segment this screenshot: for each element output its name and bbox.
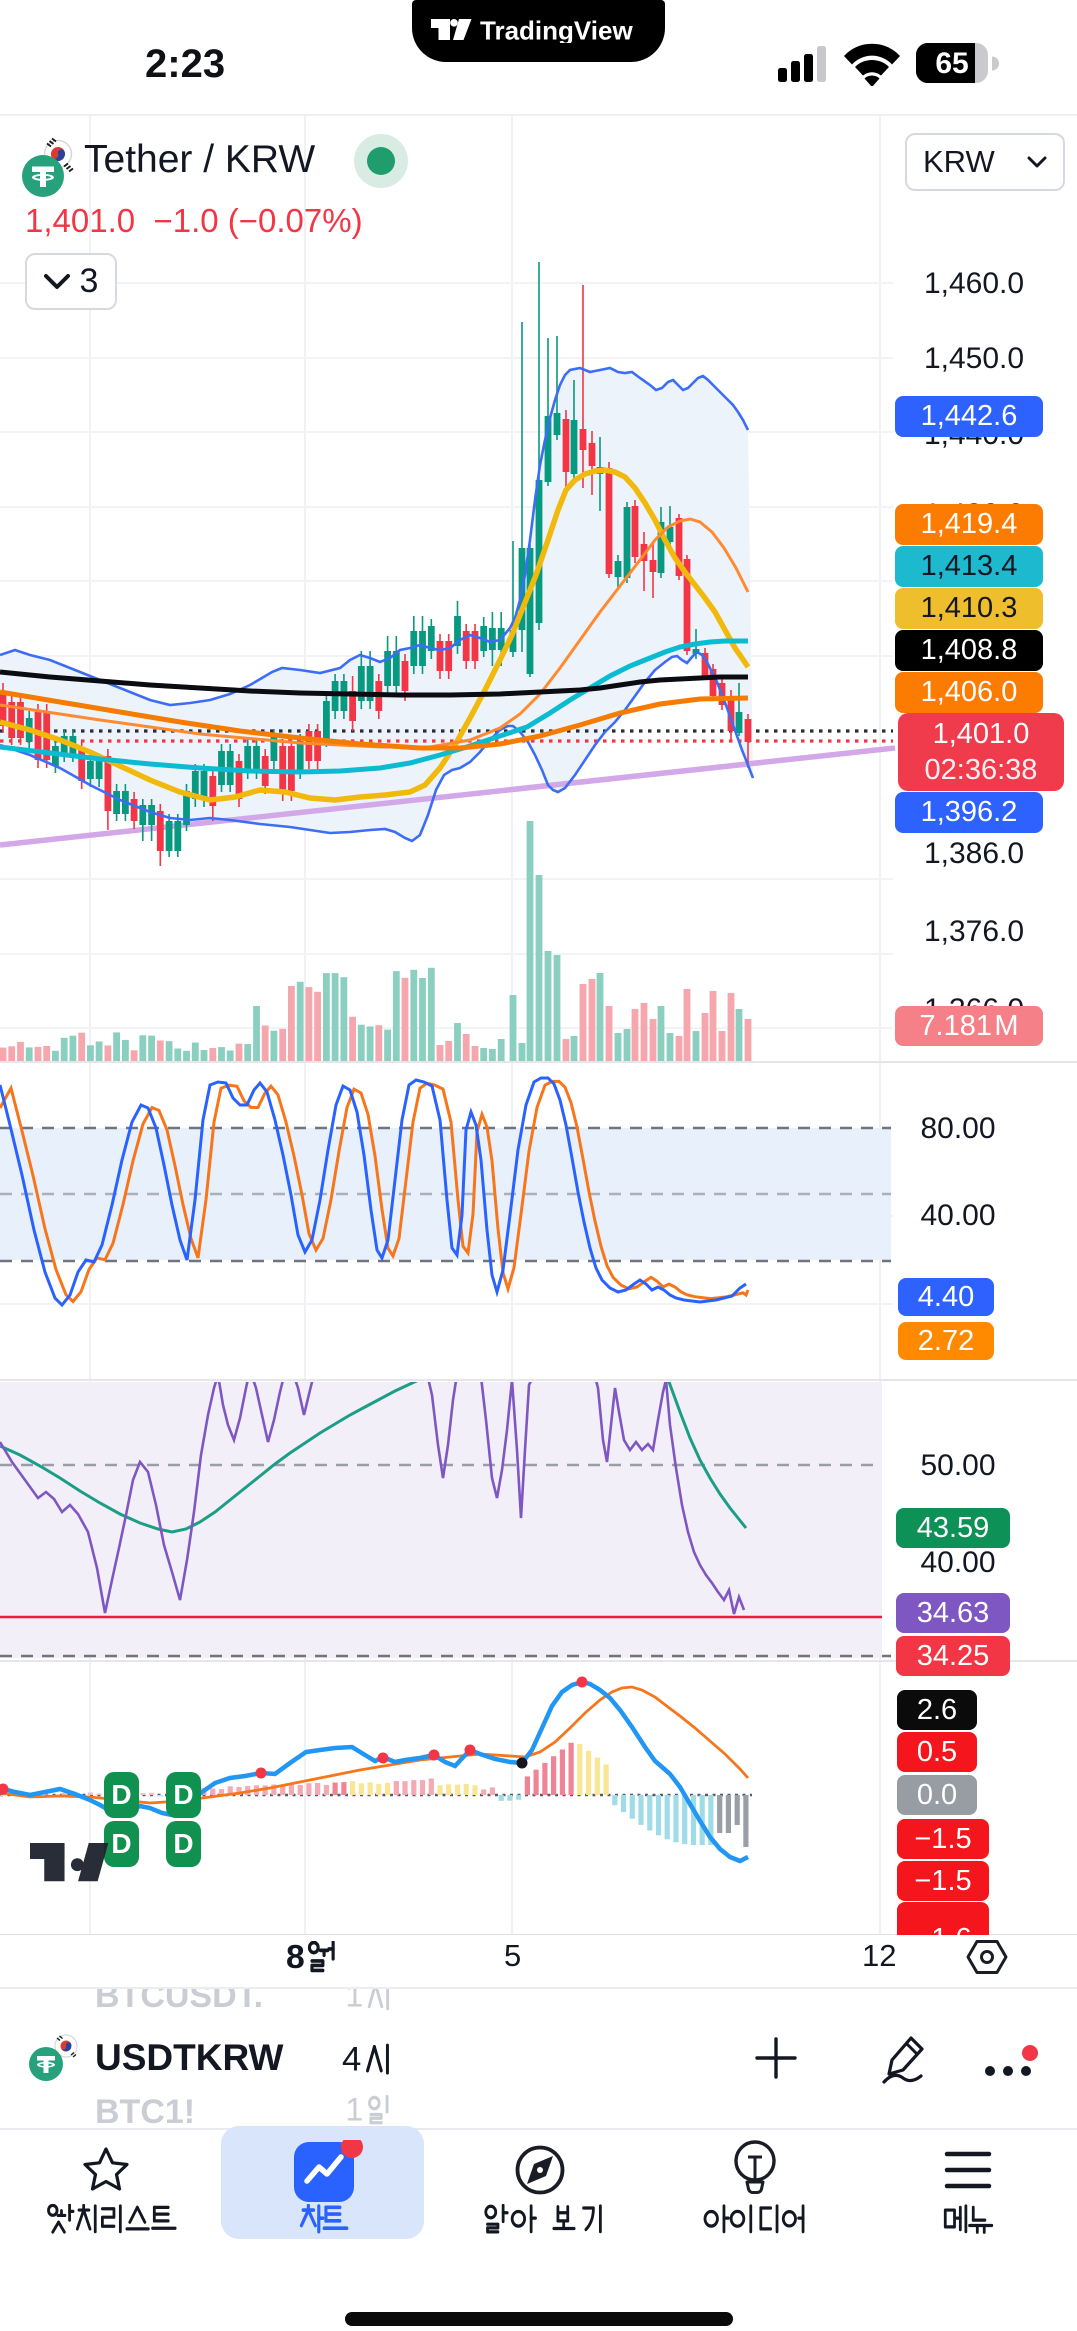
svg-text:65: 65 [935, 47, 968, 80]
svg-text:1: 1 [345, 1987, 363, 2014]
svg-text:1: 1 [345, 2095, 363, 2128]
svg-text:D: D [173, 1779, 193, 1810]
svg-text:4: 4 [342, 2043, 361, 2079]
svg-text:8: 8 [286, 1941, 305, 1976]
svg-text:D: D [111, 1828, 131, 1859]
svg-text:TradingView: TradingView [480, 19, 633, 43]
svg-text:D: D [173, 1828, 193, 1859]
svg-text:D: D [111, 1779, 131, 1810]
